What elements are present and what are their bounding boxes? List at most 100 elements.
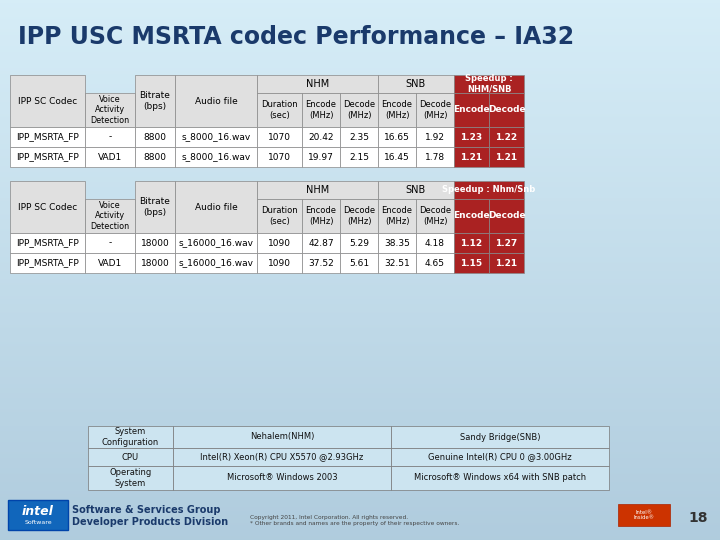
Bar xyxy=(378,253,416,273)
Bar xyxy=(416,147,454,167)
Text: 20.42: 20.42 xyxy=(308,132,334,141)
Bar xyxy=(88,426,173,448)
Text: Genuine Intel(R) CPU 0 @3.00GHz: Genuine Intel(R) CPU 0 @3.00GHz xyxy=(428,453,572,462)
Bar xyxy=(135,233,175,253)
Bar xyxy=(88,448,173,466)
Bar xyxy=(257,181,378,199)
Bar xyxy=(257,147,302,167)
Bar xyxy=(257,233,302,253)
Text: Decode
(MHz): Decode (MHz) xyxy=(419,206,451,226)
Text: Developer Products Division: Developer Products Division xyxy=(72,517,228,527)
Text: Encode
(MHz): Encode (MHz) xyxy=(382,206,413,226)
Bar xyxy=(340,93,378,127)
Text: 1.23: 1.23 xyxy=(460,132,482,141)
Bar xyxy=(454,75,524,93)
Text: Copyright 2011, Intel Corporation. All rights reserved.
* Other brands and names: Copyright 2011, Intel Corporation. All r… xyxy=(250,515,459,526)
Bar xyxy=(10,127,85,147)
Bar xyxy=(173,426,391,448)
Bar xyxy=(85,93,135,127)
Text: SNB: SNB xyxy=(406,79,426,89)
Text: Encode: Encode xyxy=(453,212,490,220)
Text: 1090: 1090 xyxy=(268,239,291,247)
Bar xyxy=(454,233,489,253)
Text: 2.35: 2.35 xyxy=(349,132,369,141)
Text: 1.21: 1.21 xyxy=(495,259,518,267)
Text: IPP_MSRTA_FP: IPP_MSRTA_FP xyxy=(16,259,79,267)
Bar xyxy=(8,500,68,530)
Bar xyxy=(175,75,257,127)
Text: 5.61: 5.61 xyxy=(349,259,369,267)
Text: 5.29: 5.29 xyxy=(349,239,369,247)
Text: Decode: Decode xyxy=(487,212,526,220)
Text: 1.15: 1.15 xyxy=(460,259,482,267)
Text: Microsoft® Windows x64 with SNB patch: Microsoft® Windows x64 with SNB patch xyxy=(414,474,586,483)
Bar xyxy=(175,233,257,253)
Bar xyxy=(302,233,340,253)
Bar xyxy=(489,199,524,233)
Text: s_8000_16.wav: s_8000_16.wav xyxy=(181,132,251,141)
Text: Bitrate
(bps): Bitrate (bps) xyxy=(140,91,171,111)
Text: Speedup :
NHM/SNB: Speedup : NHM/SNB xyxy=(465,75,513,94)
Text: -: - xyxy=(109,132,112,141)
Bar xyxy=(378,233,416,253)
Text: Decode
(MHz): Decode (MHz) xyxy=(343,100,375,120)
Bar xyxy=(10,181,85,233)
Text: Decode: Decode xyxy=(487,105,526,114)
Text: 37.52: 37.52 xyxy=(308,259,334,267)
Text: -: - xyxy=(109,239,112,247)
Bar xyxy=(10,75,85,127)
Bar xyxy=(454,253,489,273)
Text: 1070: 1070 xyxy=(268,132,291,141)
Text: Duration
(sec): Duration (sec) xyxy=(261,206,298,226)
Text: IPP_MSRTA_FP: IPP_MSRTA_FP xyxy=(16,152,79,161)
Text: VAD1: VAD1 xyxy=(98,259,122,267)
Text: Intel(R) Xeon(R) CPU X5570 @2.93GHz: Intel(R) Xeon(R) CPU X5570 @2.93GHz xyxy=(200,453,364,462)
Text: Audio file: Audio file xyxy=(194,97,238,105)
Bar xyxy=(391,426,609,448)
Text: Decode
(MHz): Decode (MHz) xyxy=(419,100,451,120)
Text: 1.21: 1.21 xyxy=(495,152,518,161)
Text: Encode
(MHz): Encode (MHz) xyxy=(305,100,336,120)
Bar xyxy=(489,253,524,273)
Text: Audio file: Audio file xyxy=(194,202,238,212)
Bar xyxy=(391,448,609,466)
Bar xyxy=(85,199,135,233)
Bar xyxy=(416,233,454,253)
Bar xyxy=(173,448,391,466)
Bar xyxy=(454,127,489,147)
Text: Encode: Encode xyxy=(453,105,490,114)
Text: NHM: NHM xyxy=(306,79,329,89)
Text: 8800: 8800 xyxy=(143,152,166,161)
Text: Encode
(MHz): Encode (MHz) xyxy=(382,100,413,120)
Text: Duration
(sec): Duration (sec) xyxy=(261,100,298,120)
Text: Encode
(MHz): Encode (MHz) xyxy=(305,206,336,226)
Text: IPP USC MSRTA codec Performance – IA32: IPP USC MSRTA codec Performance – IA32 xyxy=(18,25,574,49)
Bar xyxy=(340,199,378,233)
Bar xyxy=(257,253,302,273)
Bar xyxy=(618,504,670,526)
Text: 1.78: 1.78 xyxy=(425,152,445,161)
Text: 18000: 18000 xyxy=(140,259,169,267)
Bar xyxy=(302,127,340,147)
Text: Software & Services Group: Software & Services Group xyxy=(72,505,220,515)
Bar xyxy=(302,147,340,167)
Text: VAD1: VAD1 xyxy=(98,152,122,161)
Text: Speedup : Nhm/Snb: Speedup : Nhm/Snb xyxy=(442,186,536,194)
Text: Nehalem(NHM): Nehalem(NHM) xyxy=(250,433,314,442)
Bar xyxy=(175,147,257,167)
Bar xyxy=(175,127,257,147)
Text: CPU: CPU xyxy=(122,453,139,462)
Bar xyxy=(454,93,489,127)
Bar xyxy=(135,127,175,147)
Bar xyxy=(489,127,524,147)
Text: 38.35: 38.35 xyxy=(384,239,410,247)
Bar xyxy=(302,93,340,127)
Bar xyxy=(340,233,378,253)
Text: 19.97: 19.97 xyxy=(308,152,334,161)
Bar xyxy=(10,233,85,253)
Bar xyxy=(135,181,175,233)
Bar xyxy=(135,253,175,273)
Bar xyxy=(416,93,454,127)
Text: 1070: 1070 xyxy=(268,152,291,161)
Text: 1.22: 1.22 xyxy=(495,132,518,141)
